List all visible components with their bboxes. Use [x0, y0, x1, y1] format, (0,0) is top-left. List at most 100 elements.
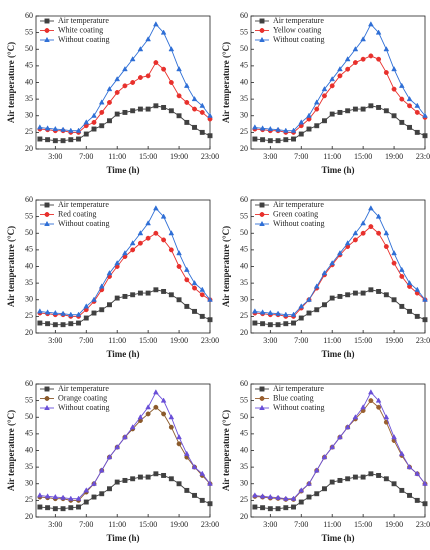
marker-triangle — [306, 112, 312, 118]
marker-square — [91, 310, 97, 316]
marker-circle — [184, 100, 190, 105]
marker-square — [130, 292, 136, 298]
marker-square — [153, 471, 159, 477]
marker-triangle — [368, 389, 374, 395]
marker-triangle — [44, 493, 51, 499]
marker-triangle — [153, 21, 159, 27]
marker-square — [137, 106, 143, 112]
marker-square — [360, 474, 366, 480]
y-axis-label: Air temperature (°C) — [221, 410, 231, 491]
y-tick-label: 25 — [240, 311, 248, 320]
marker-triangle — [153, 205, 159, 211]
y-tick-label: 60 — [25, 379, 33, 388]
marker-circle — [259, 28, 265, 33]
marker-triangle — [282, 311, 289, 317]
marker-triangle — [406, 463, 413, 470]
y-tick-label: 20 — [240, 144, 248, 153]
marker-square — [298, 131, 304, 137]
marker-triangle — [313, 467, 320, 473]
marker-triangle — [67, 127, 74, 133]
marker-square — [114, 295, 120, 301]
marker-square — [322, 118, 327, 124]
marker-square — [391, 297, 397, 303]
x-tick-label: 11:00 — [108, 336, 126, 345]
y-tick-label: 45 — [25, 429, 33, 438]
y-axis-label: Air temperature (°C) — [6, 42, 16, 123]
marker-square — [383, 108, 389, 114]
marker-triangle — [259, 220, 265, 227]
marker-triangle — [398, 266, 405, 272]
marker-triangle — [259, 309, 266, 315]
marker-square — [337, 293, 343, 299]
marker-square — [407, 492, 412, 498]
marker-triangle — [114, 260, 121, 266]
marker-triangle — [183, 450, 190, 456]
marker-square — [368, 103, 374, 109]
marker-triangle — [298, 487, 305, 493]
marker-triangle — [145, 36, 151, 42]
marker-triangle — [259, 125, 266, 131]
marker-square — [130, 476, 136, 482]
marker-circle — [145, 235, 151, 241]
marker-circle — [391, 86, 397, 92]
marker-triangle — [52, 493, 59, 500]
marker-triangle — [52, 309, 59, 316]
marker-square — [107, 302, 112, 308]
y-tick-label: 60 — [25, 11, 33, 20]
marker-square — [314, 123, 320, 129]
y-tick-label: 35 — [240, 278, 248, 287]
marker-square — [52, 322, 58, 328]
y-tick-label: 30 — [240, 479, 248, 488]
marker-triangle — [391, 250, 397, 256]
marker-triangle — [360, 36, 366, 42]
x-tick-label: 23:00 — [416, 152, 430, 161]
marker-square — [306, 310, 312, 316]
marker-square — [360, 106, 366, 112]
marker-triangle — [383, 414, 390, 420]
marker-square — [145, 106, 151, 112]
marker-square — [345, 476, 351, 482]
marker-circle — [184, 277, 190, 283]
marker-triangle — [207, 480, 213, 486]
marker-square — [275, 322, 281, 328]
x-tick-label: 15:00 — [354, 520, 372, 529]
x-axis-label: Time (h) — [321, 165, 354, 175]
marker-square — [114, 479, 120, 485]
marker-circle — [137, 240, 143, 246]
marker-square — [391, 113, 397, 119]
marker-circle — [161, 411, 167, 417]
marker-square — [291, 504, 296, 510]
y-tick-label: 50 — [25, 412, 33, 421]
x-tick-label: 11:00 — [108, 520, 126, 529]
x-tick-label: 7:00 — [294, 520, 308, 529]
y-tick-label: 55 — [25, 211, 33, 220]
x-tick-label: 11:00 — [108, 152, 126, 161]
marker-triangle — [145, 220, 151, 226]
marker-square — [44, 18, 50, 24]
marker-square — [275, 506, 281, 512]
marker-triangle — [60, 126, 66, 132]
y-tick-label: 35 — [240, 462, 248, 471]
y-tick-label: 55 — [240, 395, 248, 404]
marker-square — [99, 307, 105, 313]
x-tick-label: 11:00 — [323, 336, 341, 345]
marker-square — [83, 131, 89, 137]
marker-square — [192, 124, 197, 130]
marker-triangle — [352, 46, 359, 52]
y-tick-label: 45 — [25, 61, 33, 70]
marker-triangle — [114, 76, 121, 82]
y-tick-label: 35 — [240, 94, 248, 103]
marker-triangle — [168, 46, 175, 52]
marker-triangle — [337, 434, 343, 440]
marker-square — [283, 321, 289, 327]
marker-triangle — [83, 487, 90, 493]
marker-square — [52, 506, 58, 512]
marker-square — [60, 138, 66, 144]
x-tick-label: 19:00 — [170, 336, 188, 345]
marker-triangle — [375, 213, 382, 219]
marker-triangle — [422, 296, 428, 302]
marker-triangle — [282, 495, 289, 501]
marker-square — [252, 504, 258, 510]
marker-triangle — [83, 119, 90, 125]
x-tick-label: 7:00 — [79, 520, 93, 529]
